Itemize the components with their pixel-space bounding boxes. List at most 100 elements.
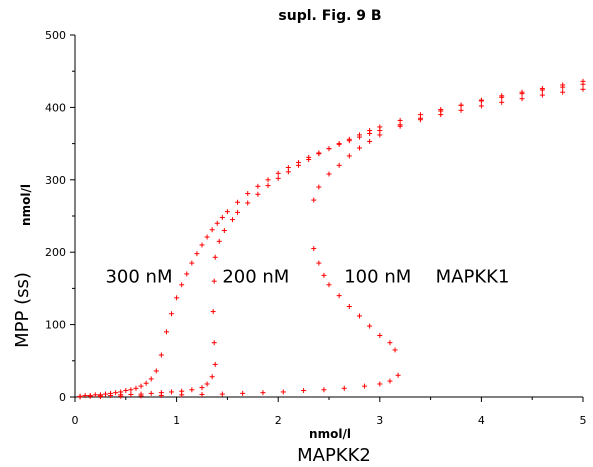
y-tick-label: 200 [45,246,66,259]
data-point [133,385,139,391]
data-point [169,389,175,395]
data-point [102,391,108,397]
x-tick-label: 0 [72,414,79,427]
data-point [346,304,352,309]
annotation-label: 100 nM [344,267,411,288]
data-point [265,183,271,189]
data-point [204,381,210,387]
data-point [397,117,403,123]
data-point [148,376,154,382]
data-point [275,170,281,176]
data-point [285,169,291,175]
data-point [397,123,403,129]
data-point [97,394,103,400]
data-point [210,309,216,315]
x-axis-ticks: 0 1 2 3 4 5 [72,397,587,427]
data-point [377,132,383,138]
data-point [387,340,393,346]
data-point [92,392,98,398]
x-tick-label: 1 [173,414,180,427]
x-axis-label: MAPKK2 [297,445,371,466]
data-point [153,368,159,374]
data-point [211,340,217,346]
data-point [539,86,545,92]
data-point [326,282,332,288]
data-point [82,393,88,399]
data-point [356,313,362,319]
data-point [138,393,144,399]
data-point [458,107,464,113]
data-point [128,387,134,393]
data-point [377,332,383,338]
data-point [199,242,205,248]
data-point [478,103,484,109]
annotation-label: 200 nM [222,267,289,288]
data-point [377,381,383,387]
data-point [336,141,342,147]
data-point [326,146,332,152]
y-axis-label: MPP (ss) [12,272,33,348]
data-point [336,293,342,299]
data-point [311,246,317,252]
data-point [123,387,129,393]
data-point [580,86,586,92]
data-point [296,162,302,168]
data-point [212,254,218,260]
data-point [346,136,352,142]
data-point [336,162,342,168]
data-point [211,278,217,284]
data-point [395,372,401,378]
data-point [138,383,144,389]
data-point [346,153,352,159]
data-point [519,96,525,102]
data-point [367,138,373,144]
data-point [519,89,525,95]
data-point [179,392,185,398]
data-point [245,200,251,206]
data-point [321,272,327,278]
data-point [539,92,545,98]
data-point [212,361,218,367]
data-point [235,209,241,215]
data-point [316,184,322,190]
data-point [219,214,225,220]
data-point [341,385,347,391]
data-point [356,145,362,151]
y-axis-unit: nmol/l [19,184,33,226]
data-point [240,390,246,396]
data-point [199,385,205,391]
data-point [265,177,271,183]
data-point [285,164,291,170]
data-point [158,352,164,358]
data-point [179,282,185,288]
data-point [158,393,164,399]
data-point [184,271,190,277]
data-point [356,132,362,138]
data-point [113,390,119,396]
chart-title: supl. Fig. 9 B [278,8,381,24]
data-point [580,78,586,84]
data-point [316,151,322,157]
data-point [321,387,327,393]
data-point [216,238,222,244]
data-point [209,374,215,380]
y-tick-label: 0 [59,391,66,404]
data-point [301,387,307,393]
data-point [189,387,195,393]
data-point [194,251,200,257]
data-point [560,89,566,95]
data-point [392,347,398,353]
y-tick-label: 300 [45,174,66,187]
y-tick-label: 500 [45,29,66,42]
data-point [224,209,230,215]
x-tick-label: 5 [580,414,587,427]
data-point [189,260,195,266]
annotation-label: MAPKK1 [436,267,510,288]
data-point [204,234,210,240]
data-point [458,102,464,108]
data-point [77,394,83,400]
data-point [280,389,286,395]
data-point [199,391,205,397]
data-points [77,78,586,400]
data-point [108,393,114,399]
